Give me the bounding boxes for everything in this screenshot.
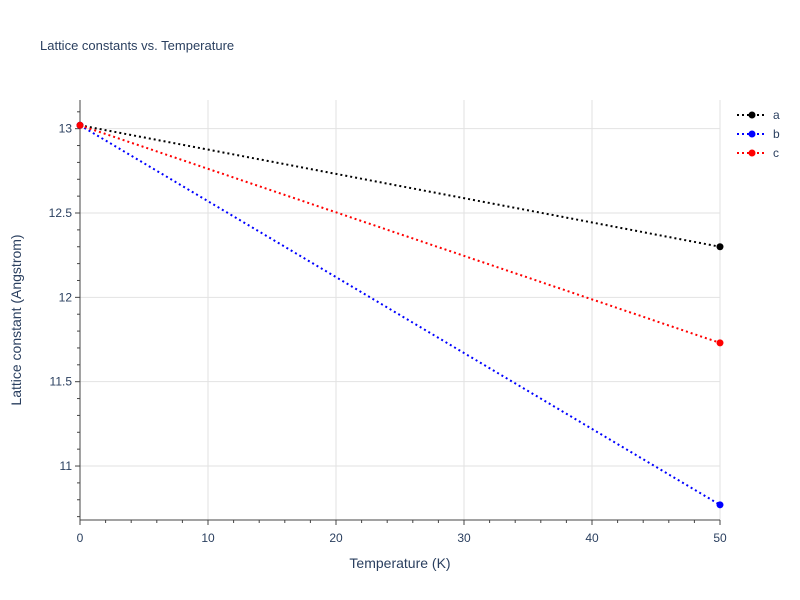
x-tick-label: 0 [77, 531, 84, 545]
legend-label: b [773, 127, 780, 141]
legend-item-b[interactable]: b [737, 127, 780, 141]
chart-title: Lattice constants vs. Temperature [40, 38, 235, 53]
x-tick-label: 30 [457, 531, 471, 545]
legend-swatch-marker [748, 130, 756, 138]
legend[interactable]: abc [737, 108, 780, 160]
y-tick-label: 12 [59, 290, 73, 304]
x-axis-title: Temperature (K) [349, 555, 450, 571]
grid-lines [80, 100, 721, 520]
series-group [76, 121, 724, 509]
legend-item-a[interactable]: a [737, 108, 780, 122]
data-point-c[interactable] [716, 339, 724, 347]
series-line-b [79, 124, 721, 506]
x-tick-label: 50 [713, 531, 727, 545]
y-tick-label: 13 [59, 122, 73, 136]
legend-swatch-marker [748, 149, 756, 157]
x-tick-label: 20 [329, 531, 343, 545]
y-tick-label: 11 [60, 459, 73, 473]
legend-label: a [773, 108, 780, 122]
data-point-c[interactable] [76, 121, 84, 129]
axes [75, 100, 721, 525]
y-tick-label: 11.5 [50, 375, 73, 389]
series-line-c [79, 124, 721, 344]
x-tick-label: 40 [585, 531, 599, 545]
series-line-a [79, 124, 721, 248]
x-tick-label: 10 [201, 531, 215, 545]
data-point-a[interactable] [716, 243, 724, 251]
legend-swatch-marker [748, 111, 756, 119]
y-tick-label: 12.5 [49, 206, 73, 220]
data-point-b[interactable] [716, 501, 724, 509]
y-axis-title: Lattice constant (Angstrom) [8, 234, 24, 405]
legend-item-c[interactable]: c [737, 146, 779, 160]
legend-label: c [773, 146, 779, 160]
tick-labels: 0 10 20 30 40 50 11 11.5 12 12.5 13 [49, 122, 727, 545]
